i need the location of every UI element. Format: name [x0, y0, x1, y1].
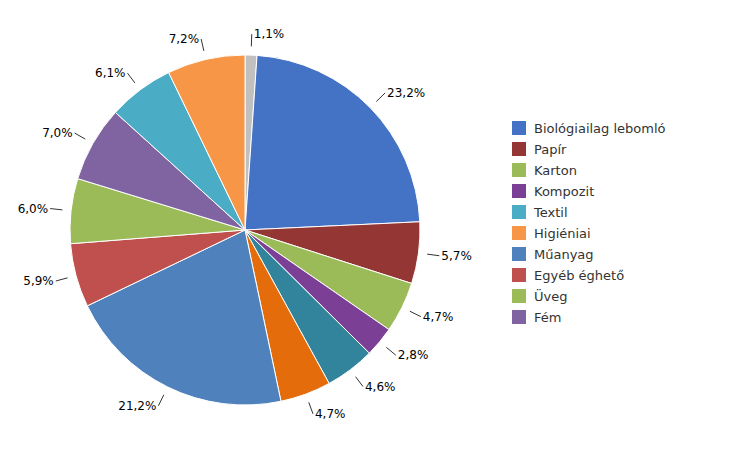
- html-text:Egyéb éghető: Egyéb éghető: [534, 267, 625, 283]
- svg-text:5,9%: 5,9%: [23, 274, 54, 288]
- html-text:Kompozit: Kompozit: [534, 183, 595, 199]
- svg-text:2,8%: 2,8%: [398, 348, 429, 362]
- svg-text:4,7%: 4,7%: [315, 407, 346, 421]
- svg-text:6,0%: 6,0%: [18, 202, 49, 216]
- html-text:Karton: Karton: [534, 162, 577, 178]
- svg-text:4,6%: 4,6%: [365, 380, 396, 394]
- svg-text:23,2%: 23,2%: [387, 86, 425, 100]
- html-text:Műanyag: Műanyag: [534, 246, 594, 262]
- svg-text:21,2%: 21,2%: [118, 399, 156, 413]
- svg-text:6,1%: 6,1%: [95, 66, 126, 80]
- html-text:Papír: Papír: [534, 141, 567, 157]
- svg-text:7,0%: 7,0%: [42, 126, 73, 140]
- svg-text:4,7%: 4,7%: [423, 310, 454, 324]
- svg-text:5,7%: 5,7%: [441, 249, 472, 263]
- html-text:Fém: Fém: [534, 309, 562, 325]
- html-text:Higiéniai: Higiéniai: [534, 225, 591, 241]
- svg-text:1,1%: 1,1%: [254, 27, 285, 41]
- html-text:Biológiailag lebomló: Biológiailag lebomló: [534, 120, 666, 136]
- html-text:Textil: Textil: [534, 204, 568, 220]
- svg-text:7,2%: 7,2%: [169, 32, 200, 46]
- html-text:Üveg: Üveg: [534, 288, 568, 304]
